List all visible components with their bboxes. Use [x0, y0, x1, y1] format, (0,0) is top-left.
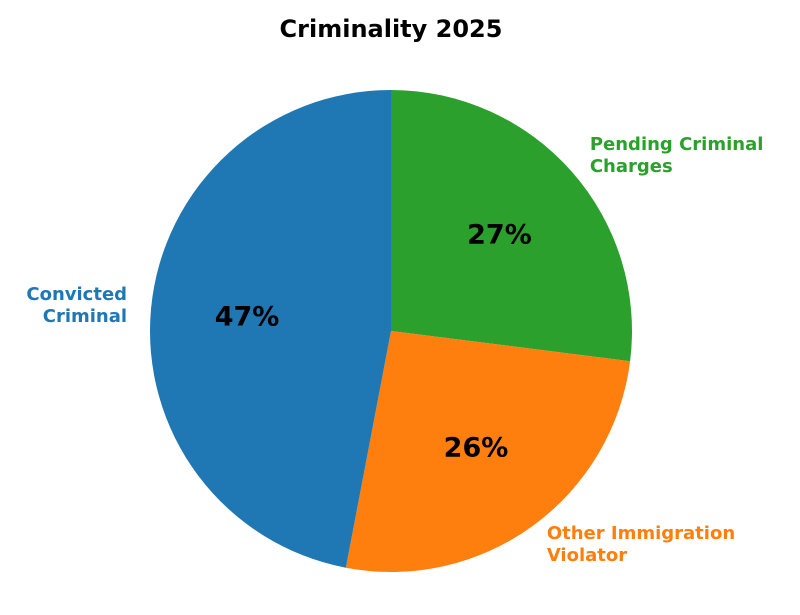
slice-label-pending-criminal-charges: Pending Criminal Charges: [589, 133, 764, 177]
pct-label-convicted-criminal: 47%: [214, 301, 280, 333]
pct-label-other-immigration-violator: 26%: [443, 432, 509, 464]
chart-title: Criminality 2025: [279, 15, 503, 43]
slice-label-other-immigration-violator: Other Immigration Violator: [546, 523, 736, 567]
pie-slice-1: [345, 331, 631, 572]
pct-label-pending-criminal-charges: 27%: [467, 219, 532, 251]
slice-label-convicted-criminal: Convicted Criminal: [26, 284, 128, 328]
pie-slice-0: [391, 90, 633, 362]
pie-slice-2: [150, 90, 391, 568]
pie-slices-group: [150, 90, 633, 572]
